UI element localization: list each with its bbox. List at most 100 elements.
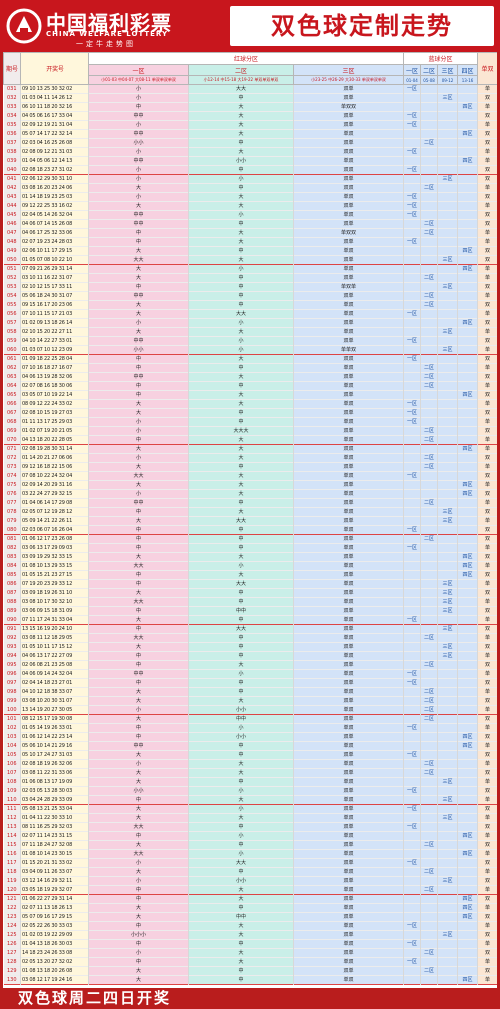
zone1-cell: 大大 — [88, 597, 189, 607]
table-row: 099 03 08 10 20 30 31 07 大大双单 二区双 — [3, 696, 497, 706]
zone3-cell: 单双 — [293, 975, 405, 985]
draw-numbers-cell: 01 08 10 13 29 33 15 — [20, 561, 89, 571]
zone3-cell: 双单 — [293, 219, 405, 229]
draw-numbers-cell: 02 07 11 13 18 26 13 — [20, 903, 89, 913]
zone3-cell: 双单 — [293, 876, 405, 886]
table-row: 125 01 02 03 19 22 29 09 小小小大双单 三区 双 — [3, 930, 497, 940]
draw-numbers-cell: 02 07 19 23 24 28 03 — [20, 237, 89, 247]
table-row: 105 05 10 17 24 27 31 03 大中双单 一区 双 — [3, 750, 497, 760]
blue-odd-even-cell: 单 — [477, 102, 497, 112]
blue-zone-cell — [420, 831, 439, 841]
blue-odd-even-cell: 单 — [477, 156, 497, 166]
blue-zone-cell — [420, 642, 439, 652]
zone2-cell: 中 — [188, 615, 294, 625]
blue-odd-even-cell: 双 — [477, 732, 497, 742]
draw-numbers-cell: 02 05 13 20 27 32 02 — [20, 957, 89, 967]
blue-zone-cell: 一区 — [403, 147, 422, 157]
blue-odd-even-cell: 双 — [477, 318, 497, 328]
zone2-cell: 中 — [188, 588, 294, 598]
blue-zone-cell — [403, 129, 422, 139]
period-cell: 050 — [3, 255, 21, 265]
zone2-cell: 小 — [188, 210, 294, 220]
table-row: 083 03 09 19 29 32 33 15 大大双单 四区双 — [3, 552, 497, 562]
zone3-cell: 单双 — [293, 156, 405, 166]
zone3-cell: 双单 — [293, 534, 405, 544]
blue-zone-cell — [457, 417, 479, 427]
zone2-cell: 小 — [188, 336, 294, 346]
blue-odd-even-cell: 双 — [477, 489, 497, 499]
blue-zone-cell — [437, 381, 459, 391]
zone2-cell: 小小 — [188, 705, 294, 715]
draw-numbers-cell: 02 03 04 16 25 26 08 — [20, 138, 89, 148]
zone1-cell: 中中 — [88, 210, 189, 220]
draw-numbers-cell: 03 08 12 17 19 24 16 — [20, 975, 89, 985]
blue-zone-header: 四区 — [457, 64, 479, 76]
zone1-cell: 小 — [88, 120, 189, 130]
period-cell: 089 — [3, 606, 21, 616]
period-cell: 121 — [3, 894, 21, 904]
zone3-cell: 双单 — [293, 255, 405, 265]
zone3-cell: 双单 — [293, 840, 405, 850]
blue-zone-cell: 二区 — [420, 273, 439, 283]
zone2-cell: 中 — [188, 534, 294, 544]
draw-numbers-cell: 03 08 11 12 18 29 05 — [20, 633, 89, 643]
zone1-cell: 大 — [88, 408, 189, 418]
blue-zone-cell — [457, 777, 479, 787]
zone3-cell: 单双 — [293, 435, 405, 445]
blue-zone-cell — [403, 588, 422, 598]
blue-zone-cell — [403, 948, 422, 958]
zone1-cell: 大 — [88, 813, 189, 823]
table-row: 116 01 08 10 14 23 30 15 大大小单双 四区单 — [3, 849, 497, 859]
period-cell: 064 — [3, 381, 21, 391]
blue-zone-cell: 一区 — [403, 309, 422, 319]
blue-zone-cell — [457, 660, 479, 670]
blue-zone-cell — [437, 399, 459, 409]
blue-zone-cell: 一区 — [403, 354, 422, 364]
zone1-cell: 小 — [88, 948, 189, 958]
period-cell: 116 — [3, 849, 21, 859]
draw-numbers-cell: 01 15 20 21 31 33 02 — [20, 858, 89, 868]
blue-zone-cell — [403, 759, 422, 769]
zone1-cell: 中 — [88, 606, 189, 616]
blue-odd-even-cell: 单 — [477, 516, 497, 526]
draw-numbers-cell: 01 04 06 14 17 29 08 — [20, 498, 89, 508]
blue-zone-cell: 一区 — [403, 120, 422, 130]
blue-zone-cell: 四区 — [457, 246, 479, 256]
draw-numbers-cell: 01 08 10 14 23 30 15 — [20, 849, 89, 859]
blue-zone-cell — [437, 921, 459, 931]
blue-zone-cell — [457, 795, 479, 805]
zone3-cell: 双单 — [293, 750, 405, 760]
zone2-cell: 小 — [188, 804, 294, 814]
blue-zone-cell: 一区 — [403, 525, 422, 535]
zone1-cell: 小小小 — [88, 930, 189, 940]
blue-group-header: 蓝球分区 — [403, 52, 479, 65]
zone3-cell: 单双 — [293, 561, 405, 571]
blue-odd-even-cell: 单 — [477, 309, 497, 319]
blue-odd-even-cell: 双 — [477, 876, 497, 886]
zone2-cell: 中 — [188, 777, 294, 787]
period-cell: 126 — [3, 939, 21, 949]
blue-odd-even-cell: 双 — [477, 255, 497, 265]
draw-numbers-cell: 02 10 15 20 22 27 11 — [20, 327, 89, 337]
blue-zone-cell — [420, 876, 439, 886]
zone2-cell: 中 — [188, 966, 294, 976]
blue-odd-even-cell: 单 — [477, 417, 497, 427]
draw-numbers-cell: 02 08 18 23 27 31 02 — [20, 165, 89, 175]
draw-numbers-cell: 03 08 16 20 23 24 06 — [20, 183, 89, 193]
trend-table-sheet[interactable]: 期号 开奖号 红球分区 蓝球分区 单双 一区 二区 三区 一区 二区 三区 四区… — [3, 52, 497, 988]
period-cell: 123 — [3, 912, 21, 922]
col-period: 期号 — [3, 52, 21, 85]
zone3-subheader: 小23-25 中26-29 大30-33 单双单双单双 — [292, 75, 405, 85]
zone3-header: 三区 — [292, 64, 405, 76]
table-row: 036 05 07 14 17 22 32 14 中中大单双 四区双 — [3, 129, 497, 139]
blue-odd-even-cell: 双 — [477, 246, 497, 256]
zone1-cell: 大 — [88, 750, 189, 760]
blue-zone-cell: 三区 — [437, 174, 459, 184]
zone1-cell: 大 — [88, 687, 189, 697]
table-row: 034 04 05 06 16 17 33 04 中中大双单 一区 双 — [3, 111, 497, 121]
zone2-cell: 中 — [188, 642, 294, 652]
zone2-cell: 大大 — [188, 516, 294, 526]
zone3-cell: 双单 — [293, 291, 405, 301]
blue-zone-cell — [437, 723, 459, 733]
blue-zone-cell: 二区 — [420, 687, 439, 697]
